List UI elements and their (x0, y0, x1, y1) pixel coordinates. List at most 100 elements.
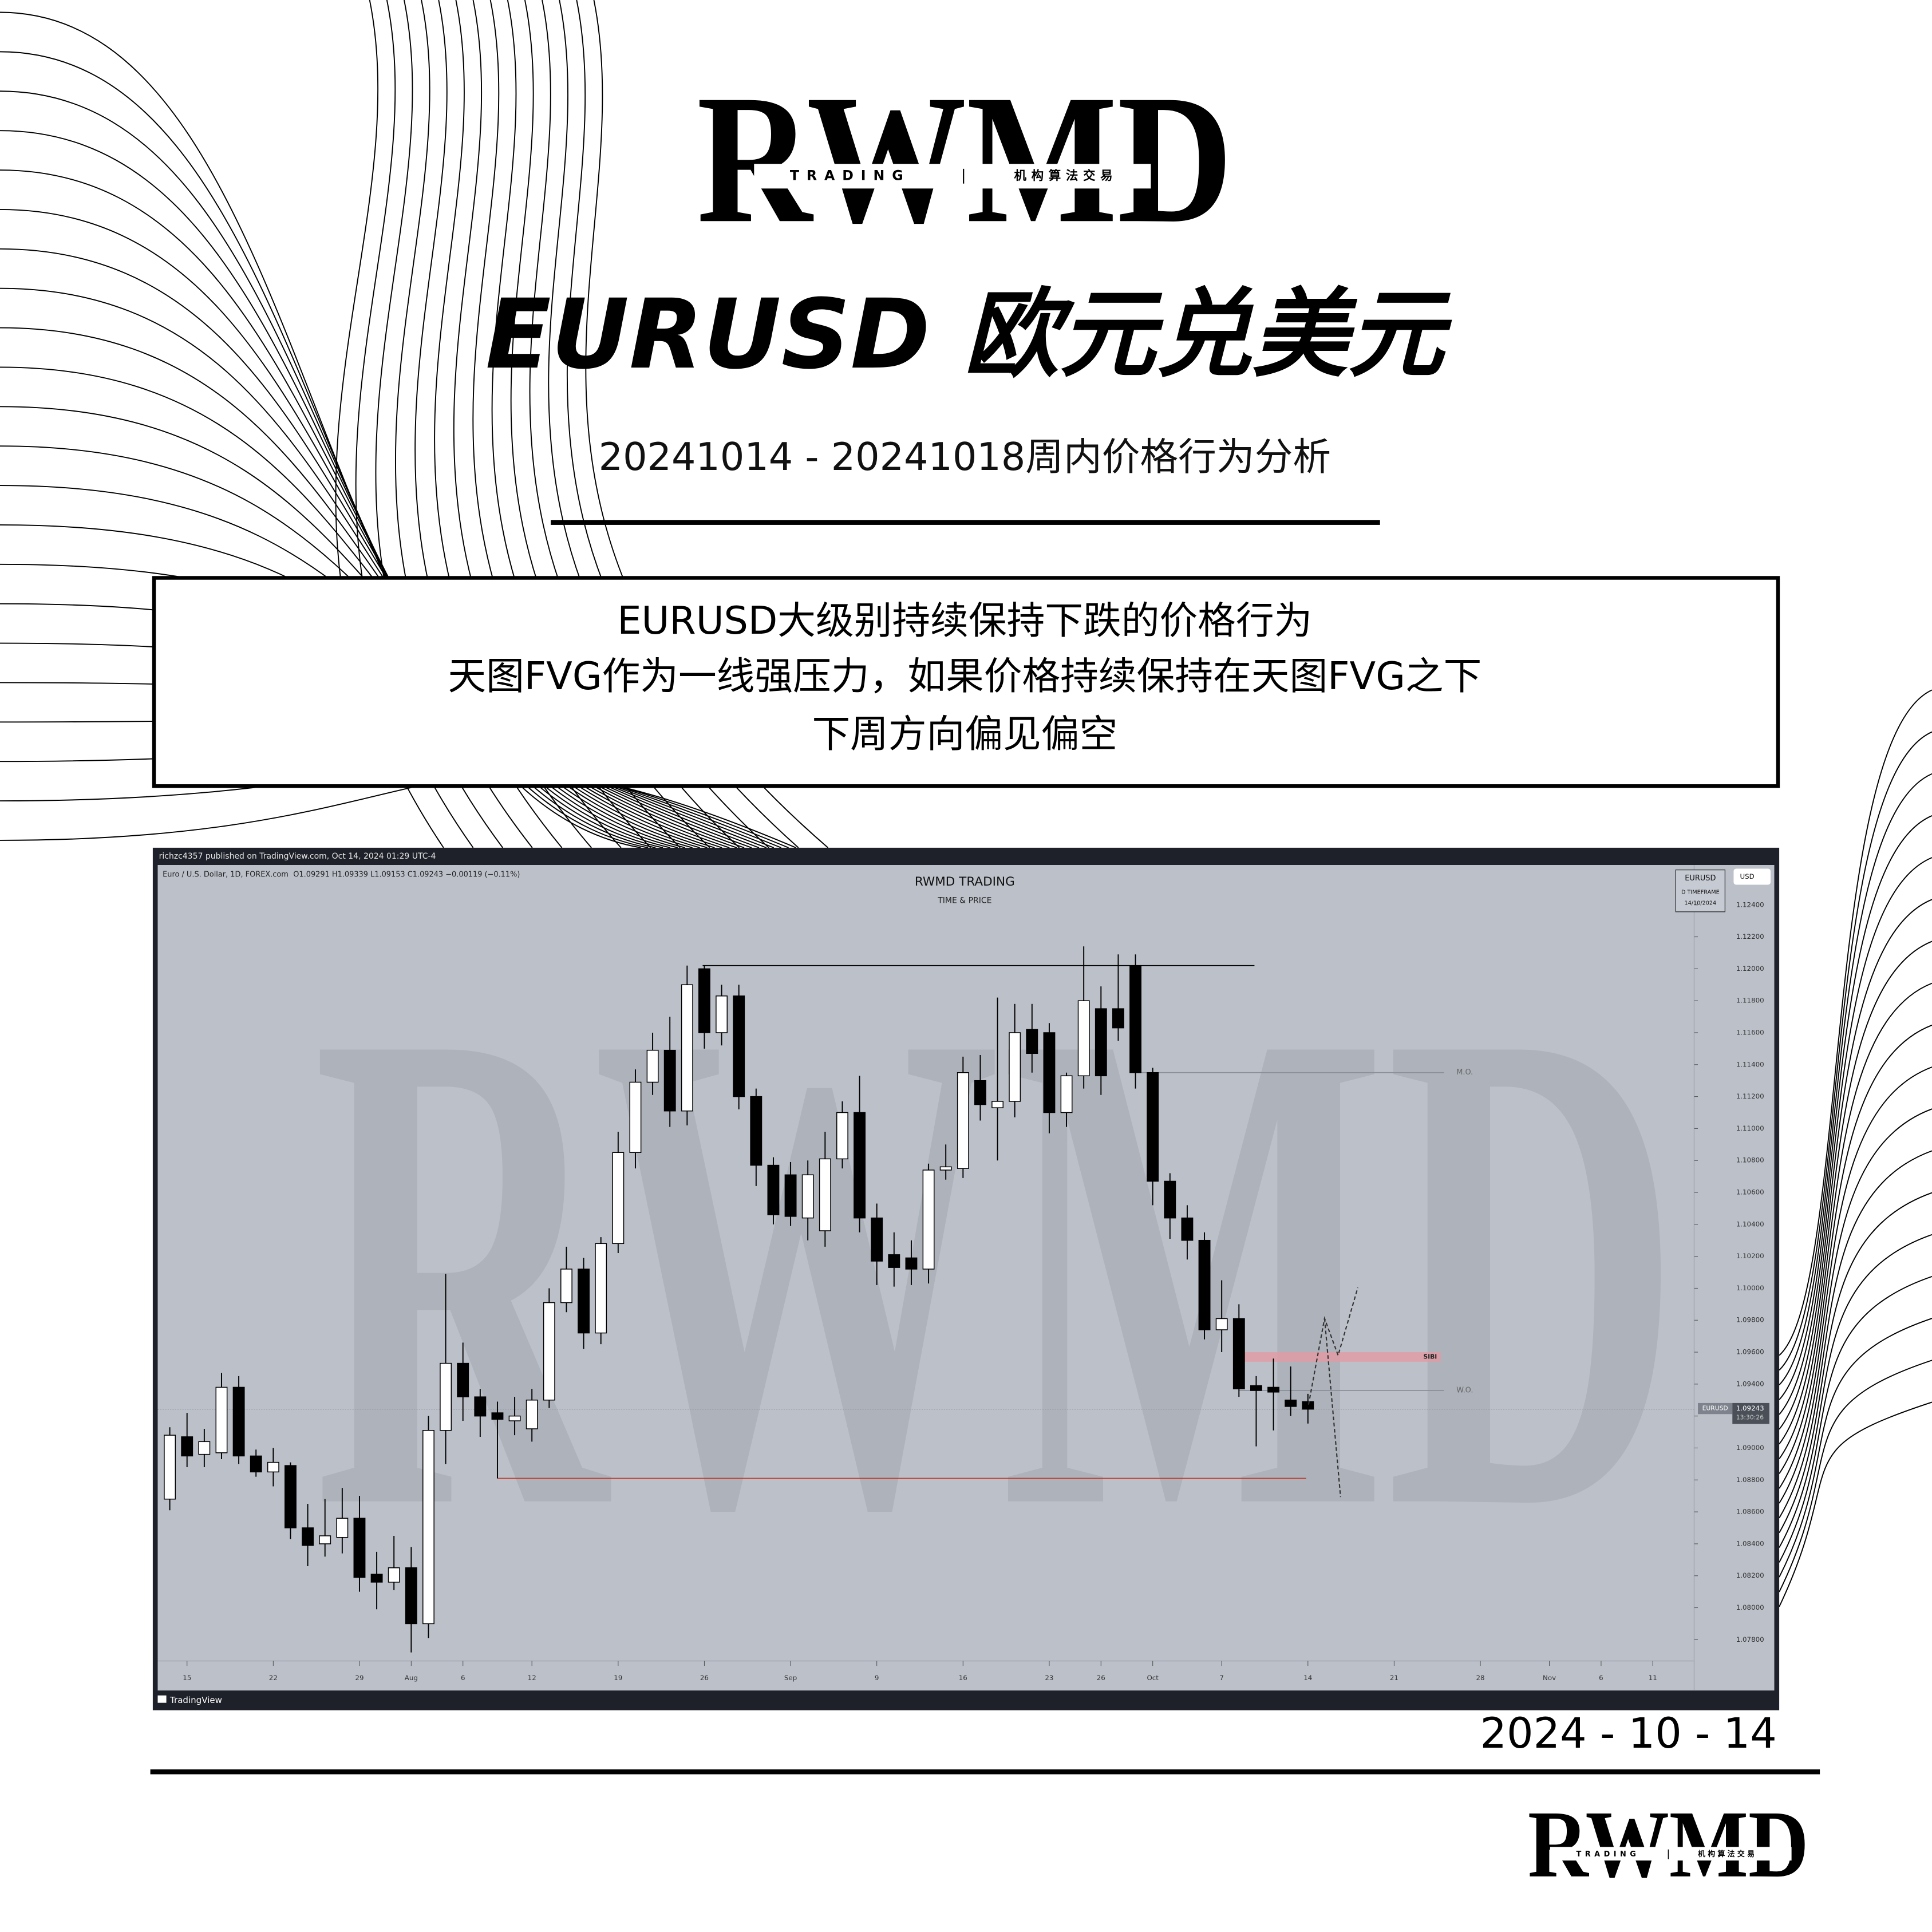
y-tick-label: 1.08800 (1736, 1476, 1764, 1484)
summary-line: 天图FVG作为一线强压力，如果价格持续保持在天图FVG之下 (448, 654, 1481, 698)
x-tick-label: Nov (1543, 1674, 1556, 1682)
footer-logo-tagline: TRADING (1576, 1850, 1639, 1859)
y-tick-label: 1.10600 (1736, 1188, 1764, 1196)
candle-body (836, 1112, 848, 1160)
y-tick-label: 1.12200 (1736, 933, 1764, 941)
legend-box (1675, 869, 1726, 912)
candle-body (232, 1386, 245, 1457)
sibi-label: SIBI (1423, 1353, 1437, 1360)
deco-curve (1779, 1024, 1932, 1474)
candle-body (784, 1174, 797, 1217)
chart-title: RWMD TRADING (915, 875, 1015, 889)
y-tick-label: 1.10000 (1736, 1284, 1764, 1292)
candle-body (767, 1164, 780, 1215)
candle-body (854, 1112, 866, 1219)
logo: RWMD (697, 56, 1232, 261)
footer-divider (150, 1769, 1820, 1775)
candle-body (491, 1412, 504, 1420)
deco-curve (1779, 1066, 1932, 1489)
legend-date: 14/10/2024 (1684, 900, 1716, 907)
deco-curve (1779, 1360, 1932, 1593)
candle-body (871, 1217, 883, 1262)
candle-body (819, 1158, 831, 1231)
last-price-value: 1.09243 (1736, 1404, 1764, 1412)
x-tick-label: 7 (1219, 1674, 1224, 1682)
subtitle: 20241014 - 20241018周内价格行为分析 (599, 434, 1331, 479)
candle-body (905, 1257, 918, 1270)
last-price-symbol-box (1698, 1402, 1733, 1415)
candle-body (922, 1170, 935, 1270)
x-tick-label: Aug (405, 1674, 418, 1682)
candle-body (629, 1081, 642, 1153)
deco-curve (1779, 1192, 1932, 1534)
y-tick-label: 1.08400 (1736, 1539, 1764, 1547)
candle-body (733, 995, 745, 1097)
legend-symbol: EURUSD (1685, 874, 1716, 883)
sibi-zone (1237, 1352, 1441, 1362)
x-tick-label: Sep (784, 1674, 797, 1682)
legend-timeframe: D TIMEFRAME (1681, 889, 1720, 895)
y-tick-label: 1.12000 (1736, 965, 1764, 973)
candle-body (526, 1400, 538, 1429)
level-label: W.O. (1456, 1386, 1473, 1395)
candle-body (681, 984, 693, 1112)
projection-up (1307, 1287, 1359, 1405)
candle-body (336, 1518, 349, 1538)
y-tick-label: 1.07800 (1736, 1635, 1764, 1643)
candle-body (888, 1254, 900, 1268)
footer-logo-tagline-cn: 机构算法交易 (1698, 1850, 1757, 1859)
candle-body (1026, 1029, 1038, 1054)
candle-body (250, 1455, 262, 1473)
y-tick-label: 1.08600 (1736, 1508, 1764, 1516)
candle-body (1302, 1401, 1314, 1410)
x-tick-label: Oct (1147, 1674, 1159, 1682)
y-tick-label: 1.09600 (1736, 1348, 1764, 1356)
deco-curve (1779, 982, 1932, 1460)
candle-body (1147, 1072, 1159, 1182)
deco-curve (1779, 1150, 1932, 1519)
footer-logo: RWMD (1528, 1791, 1809, 1898)
x-tick-label: 12 (528, 1674, 536, 1682)
candle-body (164, 1435, 176, 1500)
candle-body (560, 1269, 572, 1303)
logo-tagline-cn: 机构算法交易 (1014, 168, 1117, 183)
currency-box[interactable] (1733, 868, 1771, 885)
candle-body (422, 1430, 434, 1625)
candle-body (285, 1465, 297, 1528)
logo-band (754, 164, 1151, 189)
candle-body (578, 1269, 590, 1334)
y-tick-label: 1.10200 (1736, 1252, 1764, 1260)
y-tick-label: 1.11400 (1736, 1060, 1764, 1068)
currency[interactable]: USD (1740, 872, 1754, 880)
candle-body (215, 1386, 228, 1453)
candle-body (1267, 1386, 1279, 1393)
candle-body (698, 968, 710, 1033)
deco-curve (1779, 1234, 1932, 1548)
candle-body (1215, 1318, 1228, 1330)
deco-curve (1779, 815, 1932, 1400)
candle-body (716, 995, 728, 1033)
candle-body (370, 1574, 383, 1583)
x-tick-label: 29 (355, 1674, 364, 1682)
candle-body (612, 1152, 625, 1244)
candle-body (1232, 1318, 1245, 1389)
candle-body (1129, 965, 1141, 1073)
y-tick-label: 1.09800 (1736, 1316, 1764, 1324)
candle-body (974, 1080, 986, 1105)
candle-body (302, 1527, 314, 1546)
ohlc-info: O1.09291 H1.09339 L1.09153 C1.09243 −0.0… (293, 871, 520, 879)
deco-curve (1779, 689, 1932, 1356)
y-tick-label: 1.10800 (1736, 1156, 1764, 1164)
x-tick-label: 23 (1045, 1674, 1053, 1682)
candle-body (457, 1362, 469, 1397)
candle-body (750, 1096, 762, 1166)
x-tick-label: 14 (1303, 1674, 1312, 1682)
candle-body (1112, 1008, 1124, 1029)
candle-body (319, 1535, 331, 1544)
x-tick-label: 26 (700, 1674, 709, 1682)
logo-tagline: TRADING (790, 167, 911, 183)
candle-body (1009, 1032, 1021, 1102)
candle-body (1250, 1385, 1262, 1391)
watermark: RWMD (313, 887, 1681, 1651)
candle-body (543, 1302, 555, 1401)
